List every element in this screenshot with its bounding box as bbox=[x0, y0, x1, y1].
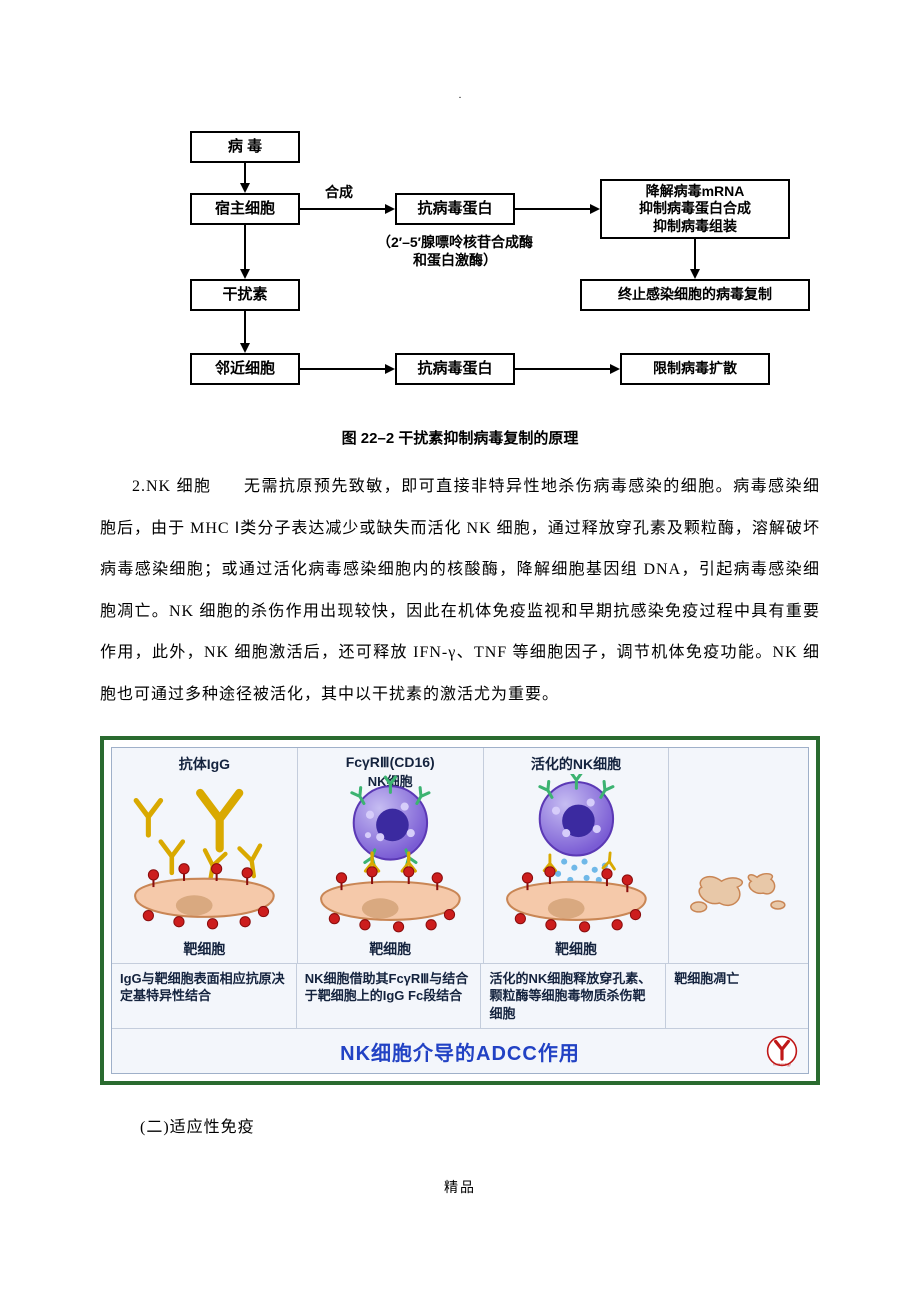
box-avp1: 抗病毒蛋白 bbox=[395, 193, 515, 225]
cell1-svg bbox=[112, 774, 297, 937]
header-dot: . bbox=[100, 90, 820, 101]
svg-text:Immunology: Immunology bbox=[773, 1063, 791, 1067]
box-virus: 病 毒 bbox=[190, 131, 300, 163]
desc3: 活化的NK细胞释放穿孔素、颗粒酶等细胞毒物质杀伤靶细胞 bbox=[481, 964, 666, 1029]
box-host: 宿主细胞 bbox=[190, 193, 300, 225]
cell3-title: 活化的NK细胞 bbox=[484, 754, 669, 774]
desc4: 靶细胞凋亡 bbox=[666, 964, 808, 1029]
adcc-row-illustration: 抗体IgG bbox=[112, 748, 808, 964]
adcc-row-desc: IgG与靶细胞表面相应抗原决定基特异性结合 NK细胞借助其FcγRⅢ与结合于靶细… bbox=[112, 964, 808, 1030]
para-lead: 2.NK 细胞 bbox=[132, 478, 212, 495]
adcc-row-title: NK细胞介导的ADCC作用 Immunology bbox=[112, 1029, 808, 1073]
immunology-logo-icon: Immunology bbox=[766, 1035, 798, 1067]
cell3-bottom: 靶细胞 bbox=[484, 939, 669, 959]
box-limit: 限制病毒扩散 bbox=[620, 353, 770, 385]
cell4-svg bbox=[669, 774, 808, 937]
box-adj: 邻近细胞 bbox=[190, 353, 300, 385]
adcc-figure: 抗体IgG bbox=[100, 736, 820, 1086]
flowchart-22-2: 病 毒 宿主细胞 干扰素 邻近细胞 抗病毒蛋白 抗病毒蛋白 降解病毒mRNA 抑… bbox=[140, 131, 840, 421]
cell3-svg bbox=[484, 774, 669, 937]
box-degrade: 降解病毒mRNA 抑制病毒蛋白合成 抑制病毒组装 bbox=[600, 179, 790, 239]
paragraph-nk: 2.NK 细胞 无需抗原预先致敏，即可直接非特异性地杀伤病毒感染的细胞。病毒感染… bbox=[100, 466, 820, 716]
cell2-bottom: 靶细胞 bbox=[298, 939, 483, 959]
desc2: NK细胞借助其FcγRⅢ与结合于靶细胞上的IgG Fc段结合 bbox=[297, 964, 482, 1029]
box-terminate: 终止感染细胞的病毒复制 bbox=[580, 279, 810, 311]
desc1: IgG与靶细胞表面相应抗原决定基特异性结合 bbox=[112, 964, 297, 1029]
figure-caption: 图 22–2 干扰素抑制病毒复制的原理 bbox=[100, 427, 820, 448]
box-avp2: 抗病毒蛋白 bbox=[395, 353, 515, 385]
label-synth: 合成 bbox=[325, 183, 353, 201]
label-enzyme: （2′–5′腺嘌呤核苷合成酶 和蛋白激酶） bbox=[335, 233, 575, 269]
adcc-main-title: NK细胞介导的ADCC作用 bbox=[340, 1037, 580, 1066]
box-ifn: 干扰素 bbox=[190, 279, 300, 311]
cell1-title: 抗体IgG bbox=[112, 754, 297, 774]
cell1-bottom: 靶细胞 bbox=[112, 939, 297, 959]
cell2-svg bbox=[298, 774, 483, 937]
footer: 精品 bbox=[100, 1177, 820, 1197]
section-heading: (二)适应性免疫 bbox=[140, 1113, 820, 1137]
para-body: 无需抗原预先致敏，即可直接非特异性地杀伤病毒感染的细胞。病毒感染细胞后，由于 M… bbox=[100, 478, 820, 703]
